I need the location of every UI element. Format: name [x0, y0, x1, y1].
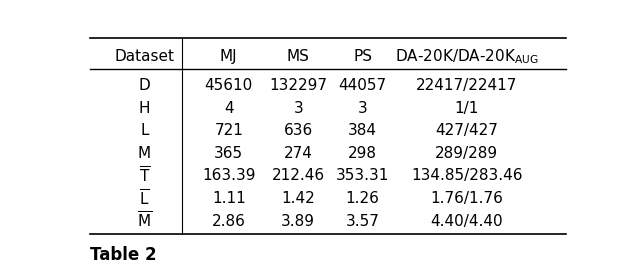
Text: $\overline{\mathrm{L}}$: $\overline{\mathrm{L}}$: [140, 189, 150, 209]
Text: 45610: 45610: [205, 78, 253, 93]
Text: 1.42: 1.42: [282, 191, 315, 206]
Text: $\overline{\mathrm{T}}$: $\overline{\mathrm{T}}$: [139, 166, 150, 186]
Text: 212.46: 212.46: [271, 168, 325, 183]
Text: M: M: [138, 146, 151, 161]
Text: MS: MS: [287, 49, 310, 64]
Text: 721: 721: [214, 123, 243, 138]
Text: Table 2: Table 2: [90, 246, 157, 264]
Text: 163.39: 163.39: [202, 168, 255, 183]
Text: 289/289: 289/289: [435, 146, 499, 161]
Text: 2.86: 2.86: [212, 214, 246, 229]
Text: 3: 3: [358, 101, 367, 116]
Text: 132297: 132297: [269, 78, 327, 93]
Text: 1.11: 1.11: [212, 191, 246, 206]
Text: 1/1: 1/1: [454, 101, 479, 116]
Text: 353.31: 353.31: [336, 168, 389, 183]
Text: 3.57: 3.57: [346, 214, 380, 229]
Text: Dataset: Dataset: [115, 49, 175, 64]
Text: 1.76/1.76: 1.76/1.76: [431, 191, 503, 206]
Text: D: D: [139, 78, 150, 93]
Text: 4: 4: [224, 101, 234, 116]
Text: 298: 298: [348, 146, 377, 161]
Text: 3.89: 3.89: [281, 214, 316, 229]
Text: DA-20K/DA-20K$_\mathregular{AUG}$: DA-20K/DA-20K$_\mathregular{AUG}$: [395, 47, 539, 66]
Text: 636: 636: [284, 123, 313, 138]
Text: 44057: 44057: [339, 78, 387, 93]
Text: MJ: MJ: [220, 49, 237, 64]
Text: $\overline{\mathrm{M}}$: $\overline{\mathrm{M}}$: [137, 211, 152, 231]
Text: 1.26: 1.26: [346, 191, 380, 206]
Text: 4.40/4.40: 4.40/4.40: [431, 214, 503, 229]
Text: H: H: [139, 101, 150, 116]
Text: 274: 274: [284, 146, 313, 161]
Text: 365: 365: [214, 146, 243, 161]
Text: 22417/22417: 22417/22417: [416, 78, 518, 93]
Text: PS: PS: [353, 49, 372, 64]
Text: L: L: [140, 123, 148, 138]
Text: 427/427: 427/427: [435, 123, 499, 138]
Text: 384: 384: [348, 123, 377, 138]
Text: 3: 3: [293, 101, 303, 116]
Text: 134.85/283.46: 134.85/283.46: [411, 168, 523, 183]
